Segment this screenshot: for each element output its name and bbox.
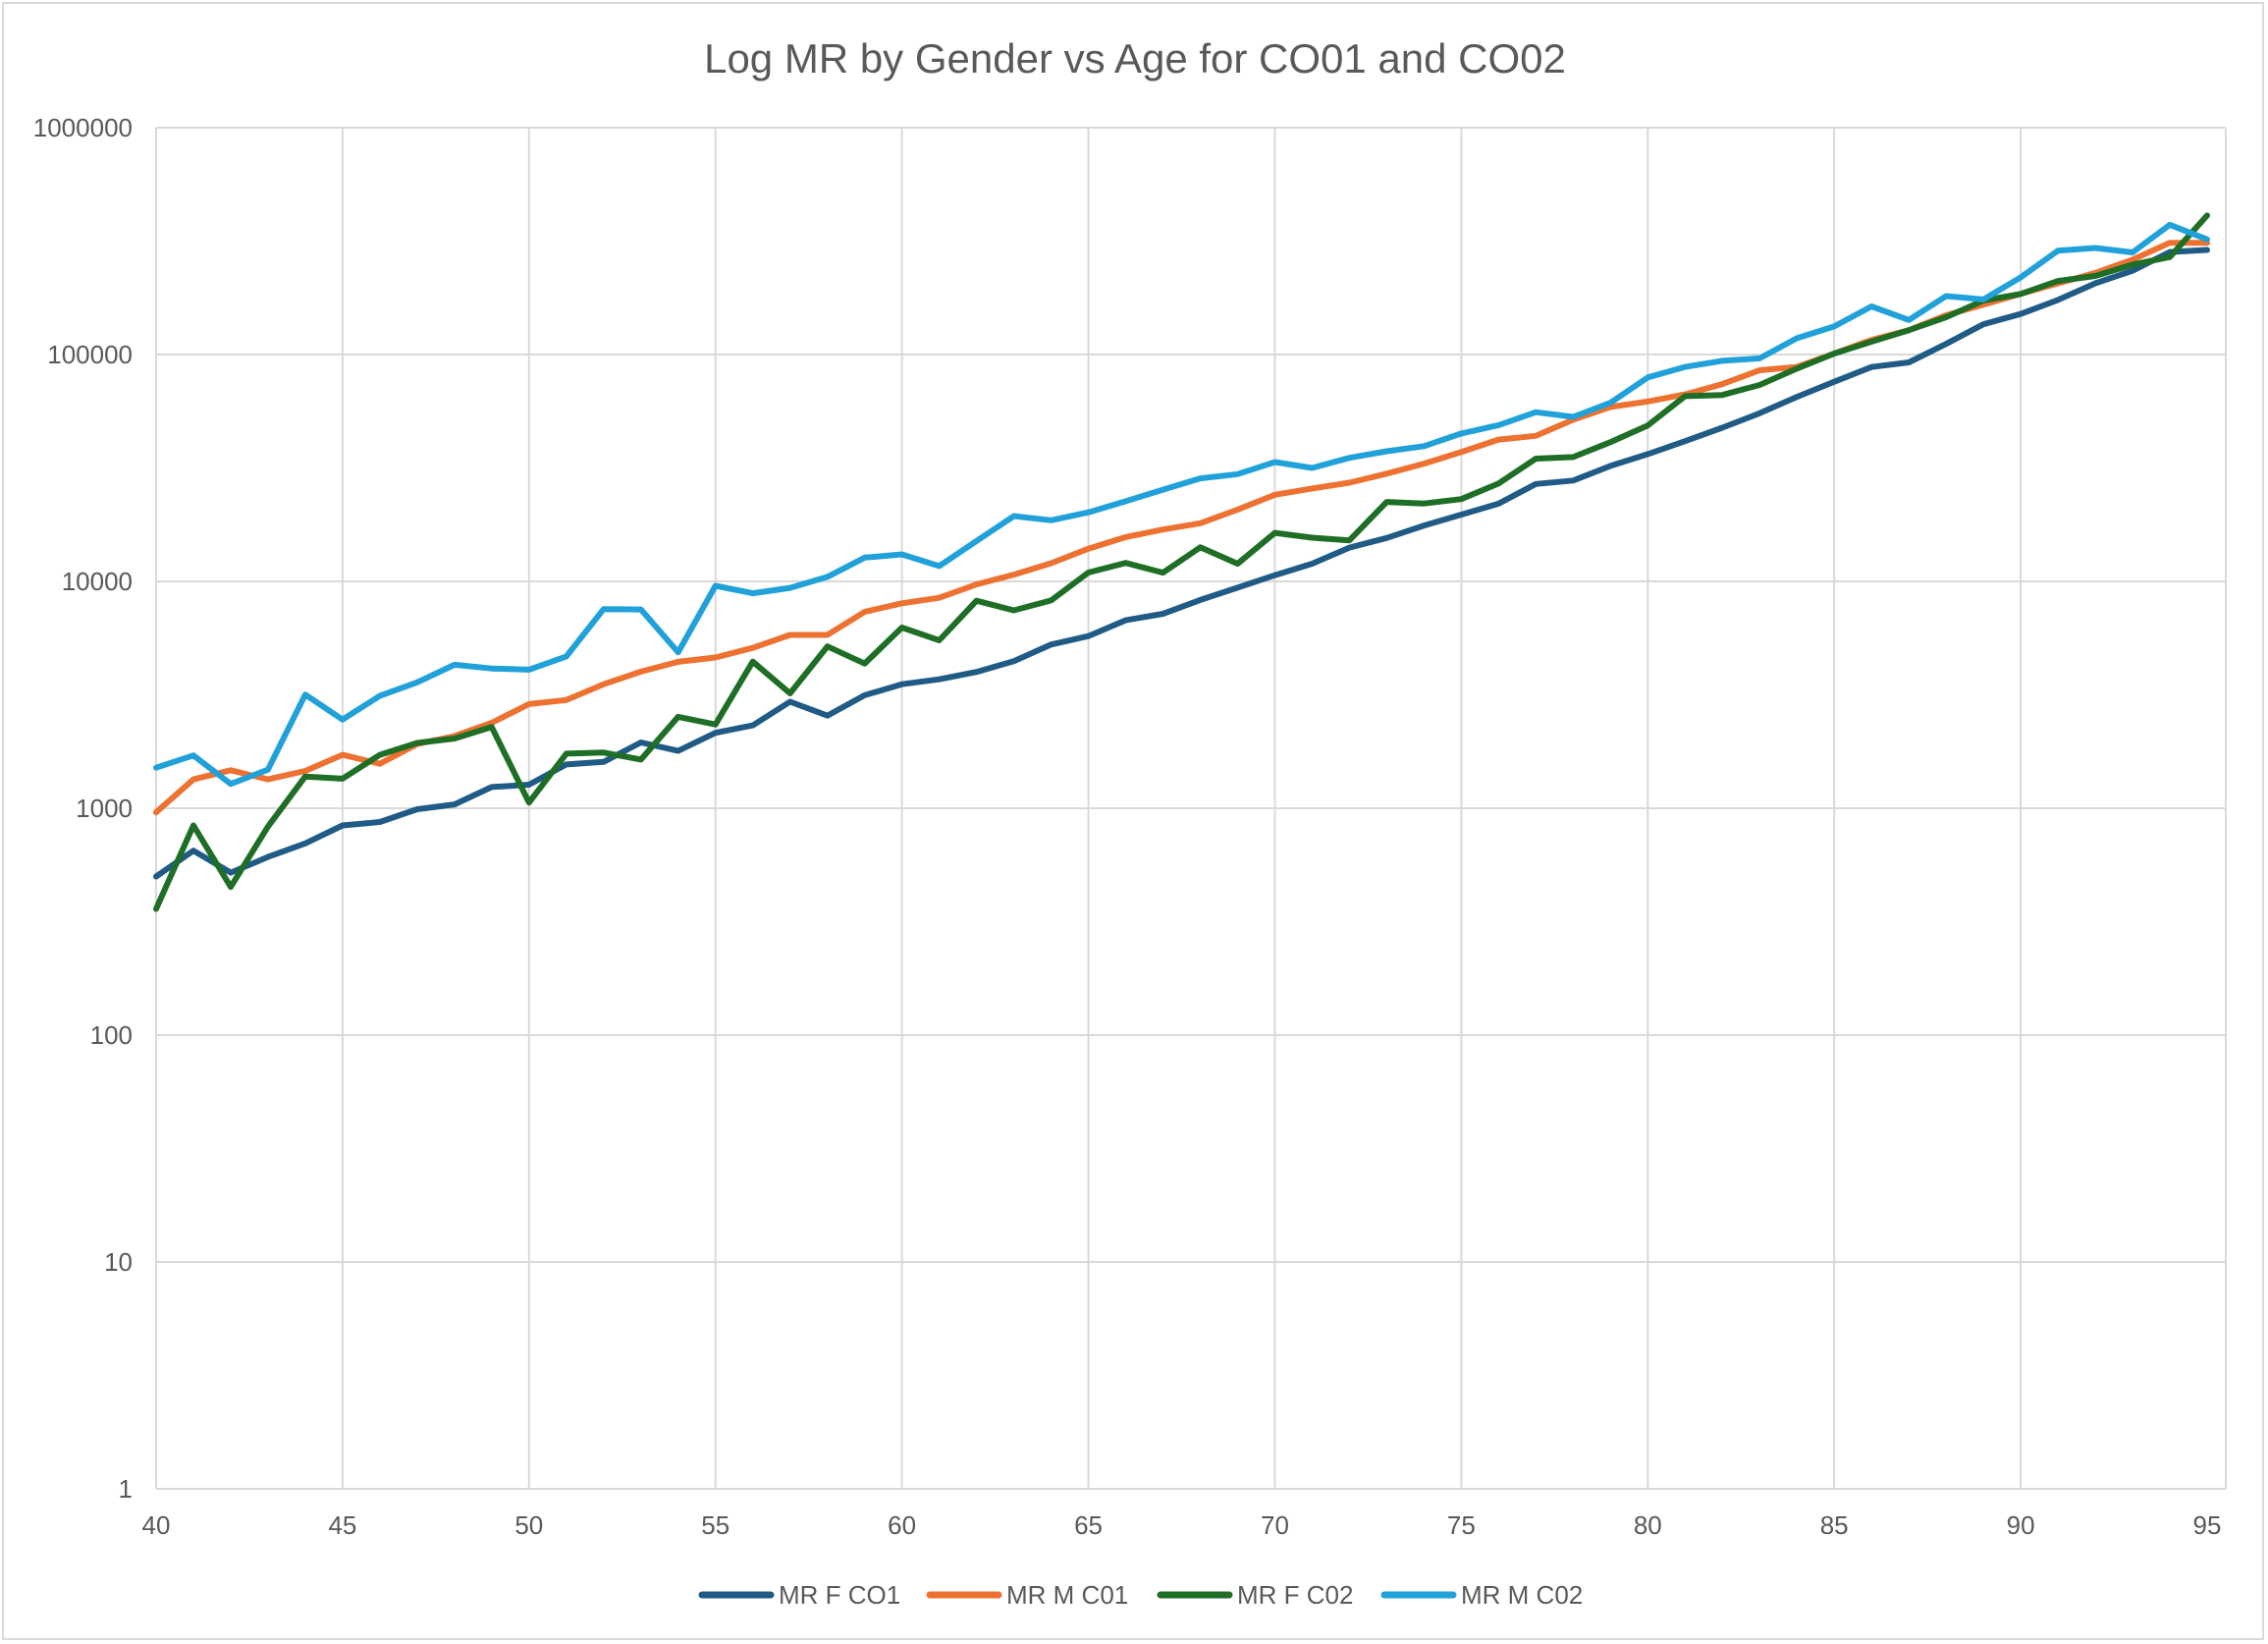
- series-line-mr-f-co1: [153, 247, 2210, 880]
- legend-label: MR F CO1: [779, 1580, 900, 1610]
- legend-label: MR F C02: [1237, 1580, 1353, 1610]
- y-tick-label: 100000: [47, 340, 133, 369]
- x-tick-label: 45: [328, 1510, 356, 1540]
- x-tick-label: 60: [888, 1510, 916, 1540]
- series-line-mr-m-c02: [153, 221, 2210, 788]
- x-tick-label: 70: [1261, 1510, 1289, 1540]
- y-axis-tick-labels: 1 10 100 1000 10000 100000 1000000: [33, 113, 133, 1504]
- x-axis-tick-labels: 40 45 50 55 60 65 70 75 80 85 90 95: [142, 1510, 2222, 1540]
- series-line-mr-m-c01: [153, 240, 2210, 816]
- series-lines: [153, 212, 2210, 912]
- legend-item: MR F C02: [1157, 1580, 1353, 1610]
- x-tick-label: 75: [1447, 1510, 1476, 1540]
- x-tick-label: 50: [514, 1510, 543, 1540]
- x-tick-label: 40: [142, 1510, 171, 1540]
- x-tick-label: 55: [701, 1510, 729, 1540]
- x-gridlines: [155, 128, 2227, 1489]
- y-tick-label: 1000000: [33, 113, 133, 142]
- legend-item: MR M C02: [1380, 1580, 1583, 1610]
- y-tick-label: 10000: [62, 567, 133, 596]
- chart-title: Log MR by Gender vs Age for CO01 and CO0…: [704, 35, 1566, 82]
- y-tick-label: 1000: [76, 794, 133, 823]
- line-chart: Log MR by Gender vs Age for CO01 and CO0…: [33, 35, 2227, 1610]
- legend-item: MR F CO1: [698, 1580, 900, 1610]
- y-tick-label: 10: [104, 1247, 133, 1277]
- y-gridlines: [156, 127, 2226, 1490]
- x-tick-label: 80: [1634, 1510, 1662, 1540]
- x-tick-label: 85: [1820, 1510, 1849, 1540]
- legend-item: MR M C01: [926, 1580, 1128, 1610]
- y-tick-label: 100: [90, 1020, 133, 1050]
- x-tick-label: 90: [2007, 1510, 2035, 1540]
- legend-label: MR M C01: [1006, 1580, 1128, 1610]
- legend: MR F CO1 MR M C01 MR F C02 MR M C02: [698, 1580, 1583, 1610]
- x-tick-label: 95: [2193, 1510, 2222, 1540]
- x-tick-label: 65: [1074, 1510, 1103, 1540]
- legend-label: MR M C02: [1461, 1580, 1583, 1610]
- y-tick-label: 1: [119, 1474, 133, 1504]
- series-line-mr-f-c02: [153, 212, 2210, 912]
